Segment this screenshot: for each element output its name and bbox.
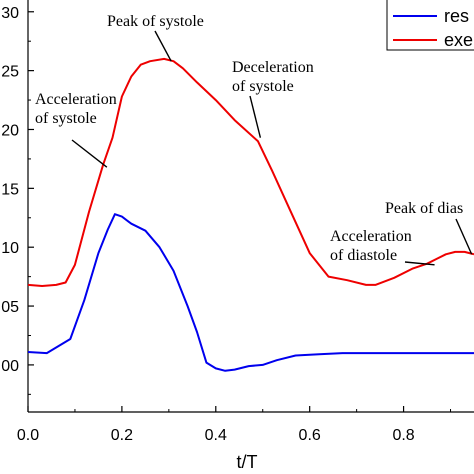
x-tick-label: 0.2: [111, 427, 133, 444]
annotation-leader: [154, 30, 172, 62]
y-tick-label: 10: [1, 240, 19, 257]
series-line-res: [27, 213, 474, 372]
y-tick-label: 05: [1, 299, 19, 316]
x-tick-label: 0.6: [299, 427, 321, 444]
x-axis-title: t/T: [237, 452, 258, 472]
legend-label-exe: exe: [444, 30, 473, 50]
y-tick-label: 00: [1, 358, 19, 375]
annotation-label: Acceleration: [35, 91, 117, 108]
y-tick-label: 30: [1, 5, 19, 22]
annotation-leader: [404, 261, 435, 266]
annotation-label: Peak of systole: [107, 13, 204, 30]
annotation-label: of diastole: [330, 247, 397, 264]
tick-layer: 0.0 0.2 0.4 0.6 0.8 30 25 20 15 10 05 00: [1, 5, 452, 444]
legend-label-res: res: [444, 6, 469, 26]
x-tick-label: 0.8: [392, 427, 414, 444]
y-tick-label: 25: [1, 64, 19, 81]
legend-box: [386, 0, 474, 51]
legend: res exe: [386, 0, 474, 51]
annotation-label: Peak of dias: [385, 200, 463, 217]
annotation-label: of systole: [35, 110, 97, 127]
annotation-leader: [249, 95, 262, 138]
series-line-exe: [27, 57, 474, 287]
y-tick-label: 20: [1, 122, 19, 139]
annotation-label: Acceleration: [330, 228, 412, 245]
series-layer: [27, 57, 474, 372]
y-tick-label: 15: [1, 181, 19, 198]
x-tick-label: 0.0: [17, 427, 39, 444]
axes-layer: [27, 0, 474, 413]
annotation-layer: Peak of systole Acceleration of systole Dec…: [35, 13, 473, 266]
annotation-label: Deceleration: [232, 59, 314, 76]
annotation-leader: [71, 139, 108, 168]
annotation-leader: [455, 218, 473, 255]
x-tick-label: 0.4: [205, 427, 227, 444]
annotation-label: of systole: [232, 78, 294, 95]
